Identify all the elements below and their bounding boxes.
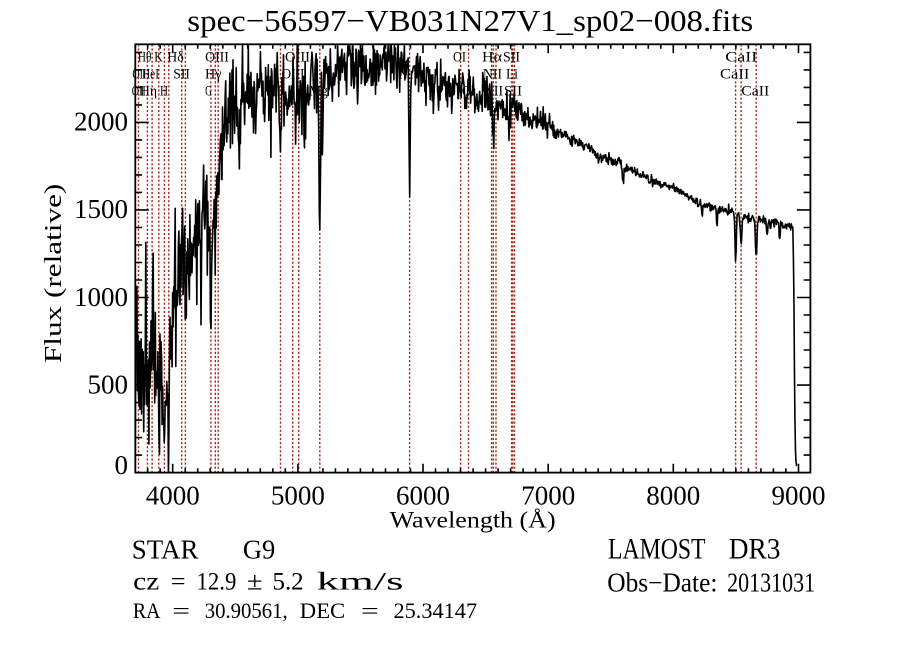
svg-text:OI: OI	[453, 50, 466, 66]
svg-text:NII: NII	[484, 83, 503, 99]
svg-text:Hγ: Hγ	[205, 66, 222, 82]
svg-text:spec−56597−VB031N27V1_sp02−008: spec−56597−VB031N27V1_sp02−008.fits	[187, 3, 753, 38]
svg-text:8000: 8000	[646, 481, 700, 511]
svg-text:HeI: HeI	[142, 66, 159, 82]
svg-text:25.34147: 25.34147	[394, 598, 478, 623]
svg-text:Na: Na	[399, 66, 413, 82]
svg-text:=: =	[361, 598, 379, 623]
svg-text:OII: OII	[132, 66, 146, 82]
svg-text:Li: Li	[506, 66, 518, 82]
svg-text:1000: 1000	[74, 282, 128, 312]
svg-text:5000: 5000	[271, 481, 325, 511]
svg-text:9000: 9000	[772, 481, 826, 511]
svg-text:NII: NII	[483, 66, 502, 82]
svg-text:SII: SII	[503, 50, 520, 66]
svg-text:Hβ: Hβ	[269, 83, 284, 99]
svg-text:cz: cz	[133, 569, 159, 596]
svg-text:OIII: OIII	[285, 50, 310, 66]
svg-text:LAMOST: LAMOST	[608, 532, 706, 565]
svg-text:Hθ: Hθ	[138, 50, 152, 66]
svg-text:=: =	[172, 598, 190, 623]
svg-text:4000: 4000	[146, 481, 200, 511]
svg-text:20131031: 20131031	[727, 568, 815, 598]
svg-text:km/s: km/s	[317, 569, 404, 596]
svg-text:0: 0	[115, 450, 129, 480]
svg-text:Mg: Mg	[309, 83, 328, 99]
svg-text:H: H	[160, 83, 168, 99]
svg-text:=: =	[171, 569, 186, 596]
svg-text:G: G	[205, 83, 212, 99]
svg-text:DR3: DR3	[729, 532, 781, 565]
svg-text:6000: 6000	[396, 481, 450, 511]
svg-text:K: K	[154, 50, 163, 66]
svg-text:CaII: CaII	[720, 66, 749, 82]
svg-text:OIII: OIII	[282, 66, 305, 82]
svg-text:1500: 1500	[74, 194, 128, 224]
svg-text:Obs−Date:: Obs−Date:	[607, 568, 717, 598]
svg-text:Hδ: Hδ	[167, 50, 184, 66]
svg-text:DEC: DEC	[300, 598, 345, 623]
svg-text:SII: SII	[173, 66, 190, 82]
svg-text:OII: OII	[132, 83, 146, 99]
svg-text:OIII: OIII	[205, 50, 229, 66]
svg-text:G9: G9	[243, 535, 275, 565]
svg-text:STAR: STAR	[132, 535, 199, 565]
svg-text:OI: OI	[462, 83, 475, 99]
svg-text:CaII: CaII	[725, 50, 757, 66]
svg-text:30.90561,: 30.90561,	[205, 598, 288, 623]
svg-text:Flux (relative): Flux (relative)	[41, 184, 67, 363]
svg-text:Hη: Hη	[140, 83, 157, 99]
svg-text:2000: 2000	[74, 107, 128, 137]
svg-text:12.9: 12.9	[197, 569, 237, 596]
svg-text:SII: SII	[504, 83, 522, 99]
svg-text:5.2: 5.2	[273, 569, 304, 596]
svg-text:CaII: CaII	[741, 83, 769, 99]
svg-text:RA: RA	[133, 598, 161, 623]
svg-text:Wavelength (Å): Wavelength (Å)	[390, 508, 556, 533]
svg-text:Hα: Hα	[482, 50, 502, 66]
svg-text:500: 500	[88, 369, 129, 399]
svg-text:±: ±	[247, 569, 263, 596]
svg-text:7000: 7000	[521, 481, 575, 511]
